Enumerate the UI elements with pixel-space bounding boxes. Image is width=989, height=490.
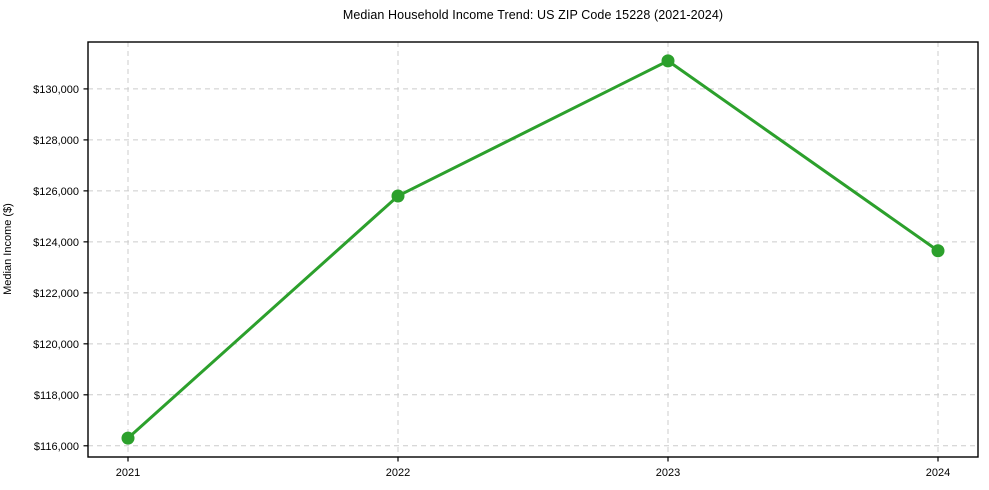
data-point-2022 [391,189,405,203]
y-tick-label: $118,000 [34,390,79,402]
y-tick-label: $126,000 [33,186,79,198]
y-tick-label: $128,000 [33,135,79,147]
y-tick-label: $124,000 [33,237,79,249]
data-point-2023 [661,54,675,68]
x-tick-label: 2024 [926,467,950,479]
plot-border [87,41,979,458]
y-tick-label: $116,000 [34,441,79,453]
x-tick-label: 2023 [656,467,680,479]
data-point-2024 [931,244,945,258]
x-tick-label: 2021 [116,467,140,479]
x-tick-label: 2022 [386,467,410,479]
data-line [126,59,940,440]
y-tick-label: $120,000 [33,339,79,351]
y-tick-label: $122,000 [33,288,79,300]
y-tick-label: $130,000 [33,84,79,96]
data-point-2021 [121,431,135,445]
chart-title: Median Household Income Trend: US ZIP Co… [342,8,724,22]
